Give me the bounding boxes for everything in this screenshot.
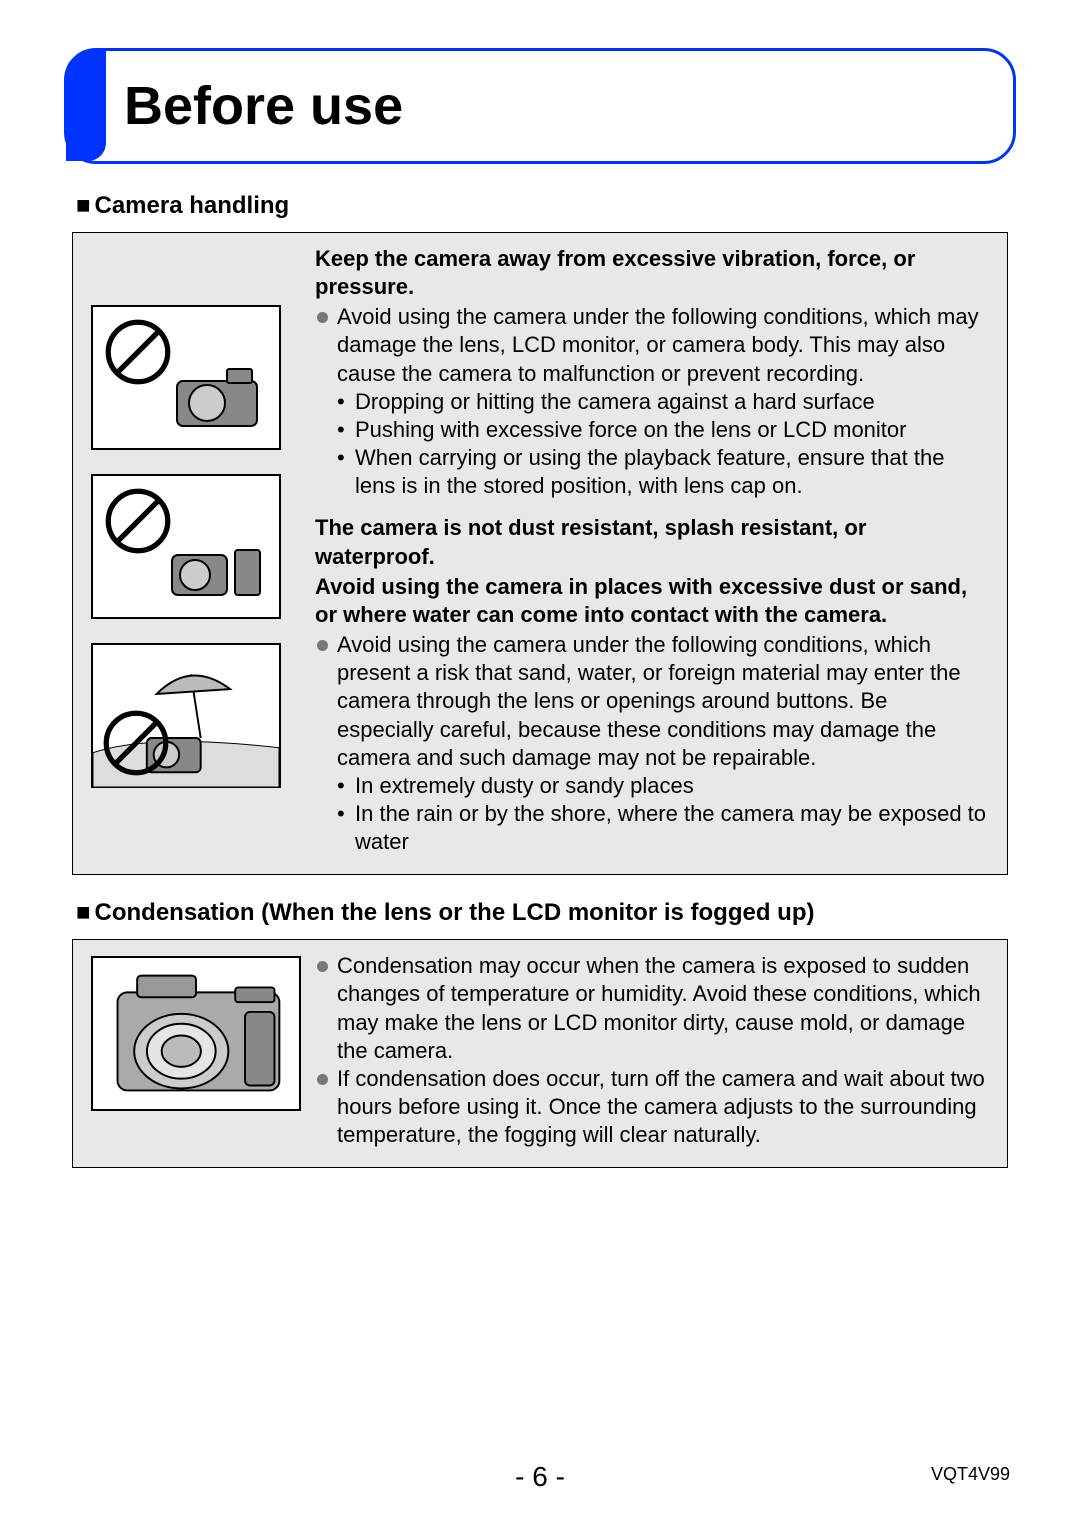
condensation-box: Condensation may occur when the camera i…: [72, 939, 1008, 1168]
sub-bullet-dusty: In extremely dusty or sandy places: [315, 772, 989, 800]
sub-bullet-dropping: Dropping or hitting the camera against a…: [315, 388, 989, 416]
bold-warning-2a: The camera is not dust resistant, splash…: [315, 514, 989, 570]
bullet-condensation-1: Condensation may occur when the camera i…: [315, 952, 989, 1065]
title-frame: Before use: [64, 48, 1016, 164]
sub-bullet-pushing: Pushing with excessive force on the lens…: [315, 416, 989, 444]
bullet-condensation-2: If condensation does occur, turn off the…: [315, 1065, 989, 1149]
page-content: ■Camera handling: [64, 168, 1016, 1168]
prohibit-icon: [103, 486, 173, 556]
doc-code: VQT4V99: [931, 1464, 1010, 1485]
bullet-avoid-sand: Avoid using the camera under the followi…: [315, 631, 989, 772]
section-heading-condensation: ■Condensation (When the lens or the LCD …: [76, 899, 1016, 927]
blue-tab: [66, 50, 106, 161]
illustration-column: [91, 952, 291, 1149]
camera-icon: [167, 530, 267, 605]
heading-text: Camera handling: [95, 192, 290, 219]
section-heading-camera-handling: ■Camera handling: [76, 192, 1016, 220]
heading-text: Condensation (When the lens or the LCD m…: [95, 899, 815, 926]
block-2: The camera is not dust resistant, splash…: [315, 514, 989, 856]
prohibit-icon: [101, 708, 171, 778]
camera-detailed-icon: [93, 958, 299, 1110]
illustration-beach: [91, 643, 281, 788]
camera-handling-text: Keep the camera away from excessive vibr…: [315, 245, 989, 856]
bullet-avoid-conditions: Avoid using the camera under the followi…: [315, 303, 989, 387]
page-title: Before use: [106, 51, 403, 161]
camera-icon: [167, 361, 267, 436]
bold-warning-2b: Avoid using the camera in places with ex…: [315, 573, 989, 629]
page-number: - 6 -: [0, 1461, 1080, 1493]
camera-handling-box: Keep the camera away from excessive vibr…: [72, 232, 1008, 875]
illustration-column: [91, 245, 291, 856]
bold-warning-1: Keep the camera away from excessive vibr…: [315, 245, 989, 301]
title-bar: Before use: [67, 51, 1013, 161]
sub-bullet-rain: In the rain or by the shore, where the c…: [315, 800, 989, 856]
condensation-text: Condensation may occur when the camera i…: [315, 952, 989, 1149]
square-bullet-icon: ■: [76, 192, 91, 219]
illustration-drop: [91, 305, 281, 450]
illustration-water: [91, 474, 281, 619]
sub-bullet-carrying: When carrying or using the playback feat…: [315, 444, 989, 500]
square-bullet-icon: ■: [76, 899, 91, 926]
illustration-condensation: [91, 956, 301, 1111]
prohibit-icon: [103, 317, 173, 387]
